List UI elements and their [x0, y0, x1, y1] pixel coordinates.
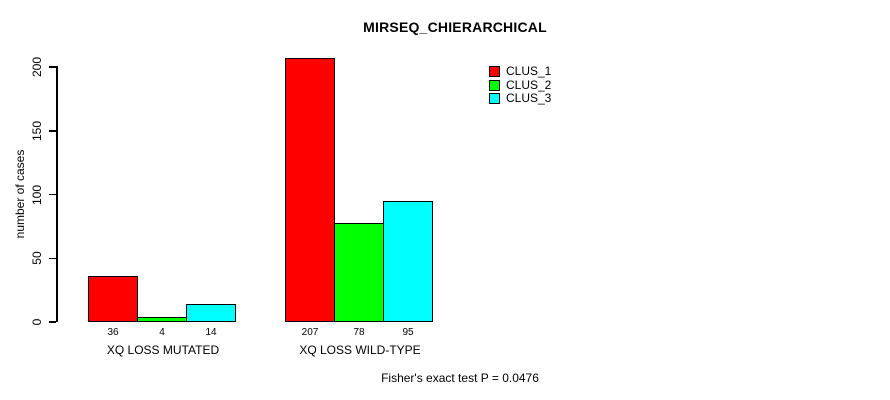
y-tick-mark [49, 66, 56, 68]
bar-clus_2-xq-loss-mutated [137, 316, 187, 322]
y-tick-label: 50 [30, 251, 44, 265]
legend-swatch-clus_3 [489, 93, 500, 104]
group-label: XQ LOSS MUTATED [106, 343, 220, 357]
footnote-fisher-test: Fisher's exact test P = 0.0476 [381, 371, 539, 385]
bar-value-label: 78 [353, 327, 365, 338]
y-tick-mark [49, 257, 56, 259]
bar-clus_3-xq-loss-wild-type [383, 200, 433, 322]
bar-value-label: 14 [205, 327, 217, 338]
legend-swatch-clus_2 [489, 79, 500, 91]
y-tick-label: 0 [30, 318, 44, 326]
bar-value-label: 36 [107, 327, 119, 338]
bar-clus_2-xq-loss-wild-type [334, 222, 384, 322]
y-tick-label: 100 [30, 184, 44, 205]
bar-clus_1-xq-loss-wild-type [285, 58, 335, 322]
bar-clus_3-xq-loss-mutated [186, 304, 236, 322]
y-tick-label: 200 [30, 56, 44, 78]
y-axis-line [56, 66, 58, 322]
legend-swatch-clus_1 [489, 66, 500, 77]
chart-title: MIRSEQ_CHIERARCHICAL [363, 19, 547, 35]
y-tick-mark [49, 193, 56, 196]
bar-value-label: 95 [402, 327, 414, 338]
legend-label-clus_2: CLUS_2 [506, 77, 552, 92]
group-label: XQ LOSS WILD-TYPE [299, 343, 421, 357]
y-tick-mark [49, 130, 56, 132]
y-tick-mark [49, 321, 56, 323]
bar-clus_1-xq-loss-mutated [88, 276, 138, 322]
legend-label-clus_1: CLUS_1 [506, 64, 552, 78]
y-tick-label: 150 [30, 120, 44, 141]
bar-value-label: 4 [159, 327, 165, 338]
legend-label-clus_3: CLUS_3 [506, 91, 552, 105]
bar-value-label: 207 [301, 327, 319, 338]
